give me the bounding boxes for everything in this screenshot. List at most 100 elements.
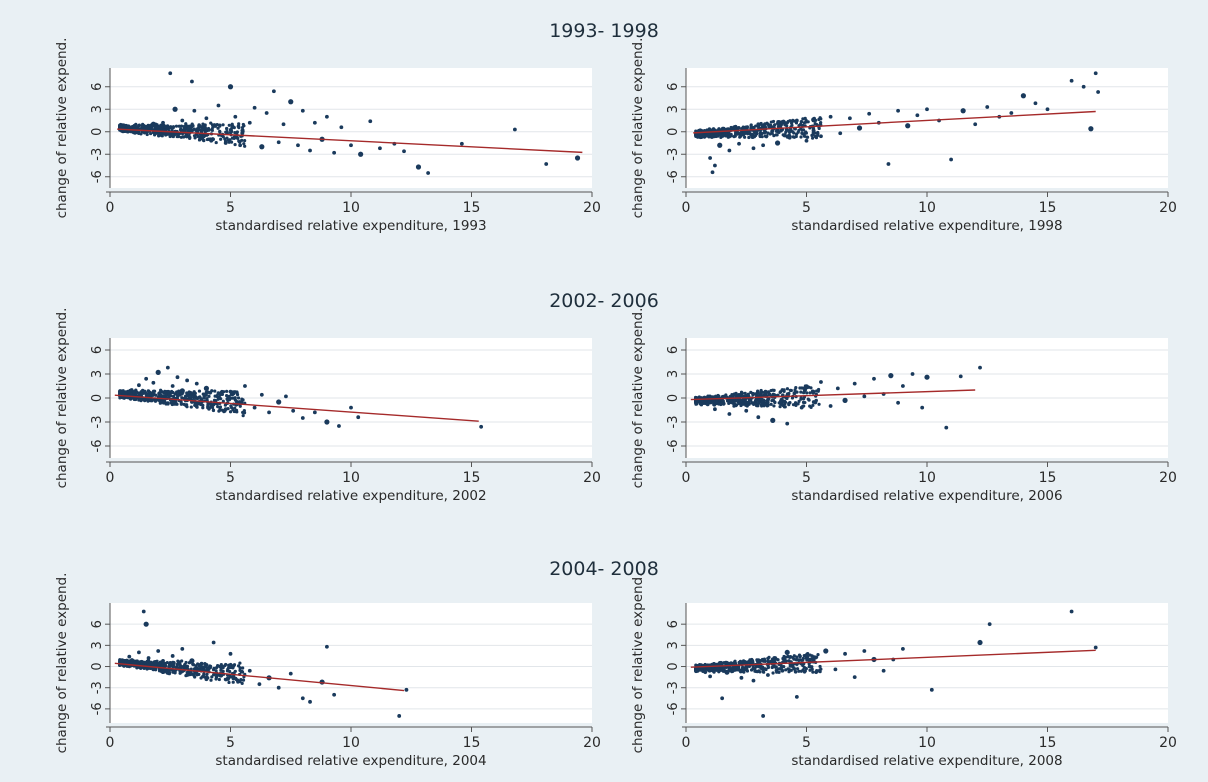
scatter-point: [748, 398, 752, 402]
scatter-point: [137, 383, 141, 388]
scatter-point: [788, 130, 792, 134]
y-tick-label: -3: [666, 681, 681, 694]
x-tick-label: 10: [918, 200, 936, 216]
scatter-point: [201, 674, 205, 678]
scatter-point: [735, 132, 740, 136]
scatter-point: [223, 403, 227, 407]
scatter-point: [793, 669, 797, 674]
scatter-point: [160, 134, 164, 138]
scatter-point: [816, 652, 820, 657]
y-tick-label: 0: [90, 394, 105, 402]
scatter-point: [161, 120, 165, 125]
y-tick-label: 3: [90, 105, 105, 113]
scatter-point: [205, 390, 209, 395]
scatter-point: [161, 658, 165, 663]
scatter-point: [164, 392, 168, 396]
scatter-point: [217, 395, 222, 400]
scatter-point: [802, 665, 806, 669]
y-tick-label: 6: [90, 83, 105, 91]
scatter-point: [168, 71, 173, 76]
scatter-panel-1993: 6 3 0 -3 -6 0 5 10 15 20 standardised relative exp…: [54, 38, 601, 234]
scatter-point: [708, 156, 712, 160]
scatter-point: [119, 658, 125, 664]
scatter-point: [228, 669, 232, 674]
scatter-point: [402, 149, 406, 154]
scatter-point: [896, 108, 900, 113]
scatter-point: [211, 408, 216, 412]
scatter-point: [192, 396, 196, 400]
scatter-point: [215, 123, 219, 127]
scatter-point: [257, 682, 262, 687]
scatter-point: [815, 123, 819, 127]
scatter-point: [780, 120, 785, 125]
scatter-point: [231, 665, 235, 669]
scatter-point: [872, 376, 876, 381]
scatter-point: [811, 400, 816, 404]
scatter-point: [197, 389, 202, 393]
scatter-point: [241, 666, 245, 670]
fitted-line: [690, 389, 976, 401]
scatter-point: [702, 129, 707, 133]
scatter-point: [146, 656, 151, 660]
scatter-point: [785, 121, 789, 125]
scatter-point: [766, 397, 770, 402]
scatter-point: [751, 146, 756, 151]
scatter-point: [233, 396, 237, 400]
scatter-point: [166, 401, 170, 405]
scatter-point: [768, 123, 773, 128]
scatter-point: [804, 653, 809, 658]
scatter-point: [198, 135, 205, 141]
scatter-point: [170, 654, 175, 658]
scatter-point: [214, 677, 218, 681]
scatter-point: [190, 79, 194, 84]
scatter-point: [766, 403, 770, 407]
scatter-point: [785, 392, 790, 396]
scatter-point: [814, 136, 819, 140]
scatter-point: [835, 386, 840, 391]
scatter-point: [137, 392, 141, 396]
scatter-point: [729, 125, 733, 130]
scatter-point: [901, 646, 905, 651]
scatter-point: [167, 665, 171, 669]
scatter-point: [792, 654, 796, 658]
scatter-point: [761, 714, 766, 718]
scatter-point: [806, 397, 810, 401]
scatter-point: [785, 421, 790, 426]
scatter-point: [196, 134, 200, 139]
scatter-point: [1093, 645, 1098, 650]
scatter-point: [159, 400, 163, 405]
scatter-point: [842, 397, 848, 403]
scatter-point: [235, 678, 240, 683]
scatter-point: [763, 389, 768, 394]
scatter-point: [958, 374, 963, 379]
scatter-point: [271, 89, 276, 94]
x-tick-label: 20: [583, 735, 601, 751]
scatter-point: [761, 399, 765, 404]
scatter-point: [214, 669, 218, 673]
scatter-point: [228, 138, 232, 142]
scatter-point: [780, 668, 785, 673]
scatter-point: [739, 390, 744, 394]
scatter-point: [804, 138, 809, 143]
scatter-point: [165, 669, 171, 675]
scatter-point: [241, 413, 245, 418]
scatter-point: [288, 99, 294, 105]
scatter-point: [712, 403, 717, 407]
scatter-point: [165, 132, 170, 136]
scatter-point: [717, 142, 723, 148]
scatter-point: [788, 654, 793, 659]
scatter-point: [166, 389, 171, 394]
scatter-point: [137, 123, 141, 128]
scatter-point: [754, 404, 759, 408]
scatter-point: [189, 672, 193, 676]
scatter-point: [349, 143, 353, 148]
scatter-point: [194, 381, 199, 386]
scatter-point: [732, 126, 737, 131]
scatter-point: [192, 134, 197, 138]
scatter-point: [705, 402, 710, 407]
y-tick-label: -3: [666, 416, 681, 429]
scatter-point: [713, 407, 717, 412]
scatter-point: [763, 122, 767, 126]
scatter-point: [241, 398, 245, 402]
scatter-point: [749, 390, 753, 394]
